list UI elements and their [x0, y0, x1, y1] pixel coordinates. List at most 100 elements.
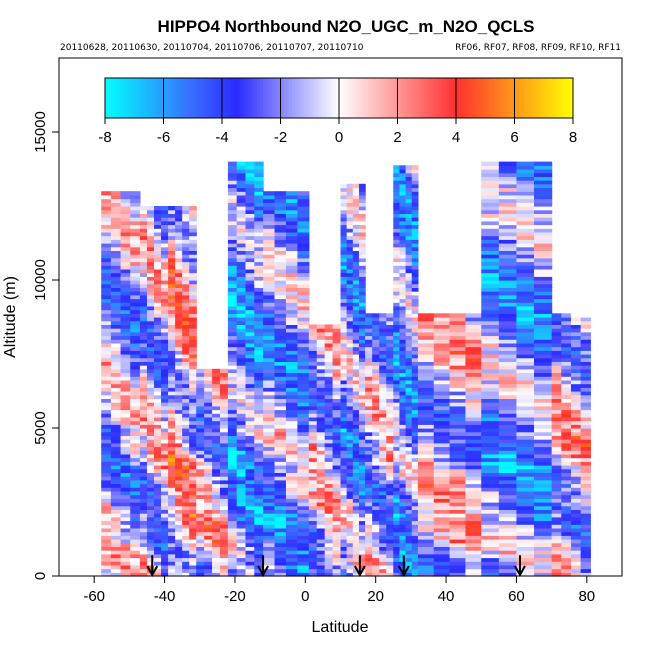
- heat-cell: [481, 487, 500, 492]
- heat-cell: [212, 446, 221, 451]
- heat-cell: [352, 405, 360, 411]
- heat-cell: [146, 391, 155, 396]
- heat-cell: [465, 476, 482, 481]
- heat-cell: [146, 542, 155, 547]
- heat-cell: [130, 461, 141, 466]
- heat-cell: [379, 465, 387, 470]
- heat-cell: [139, 209, 148, 214]
- heat-cell: [154, 539, 162, 544]
- heat-cell: [498, 276, 518, 281]
- heat-cell: [411, 335, 419, 340]
- heat-cell: [161, 435, 169, 440]
- heat-cell: [449, 502, 467, 507]
- heat-cell: [227, 435, 238, 440]
- heat-cell: [449, 527, 467, 533]
- heat-cell: [411, 331, 419, 337]
- heat-cell: [411, 165, 419, 170]
- heat-cell: [340, 402, 348, 407]
- heat-cell: [340, 494, 348, 499]
- heat-cell: [379, 524, 387, 529]
- heat-cell: [154, 468, 162, 473]
- colorbar-cell: [189, 78, 194, 118]
- heat-cell: [379, 461, 387, 466]
- colorbar-cell: [172, 78, 176, 118]
- heat-cell: [551, 572, 562, 577]
- heat-cell: [189, 239, 197, 244]
- heat-cell: [372, 339, 380, 344]
- heat-cell: [285, 317, 298, 322]
- heat-cell: [297, 564, 310, 570]
- heat-cell: [227, 194, 238, 200]
- heat-cell: [168, 527, 176, 533]
- heat-cell: [561, 402, 572, 407]
- heat-cell: [254, 420, 264, 425]
- heat-cell: [372, 468, 380, 473]
- heat-cell: [101, 409, 112, 414]
- heat-cell: [358, 479, 366, 485]
- heat-cell: [580, 557, 591, 562]
- heat-cell: [297, 505, 310, 510]
- colorbar-cell: [520, 78, 524, 118]
- heat-cell: [386, 324, 394, 329]
- heat-cell: [379, 476, 387, 481]
- heat-cell: [340, 294, 348, 300]
- heat-cell: [146, 243, 155, 248]
- heat-cell: [405, 257, 413, 263]
- heat-cell: [498, 250, 518, 255]
- heat-cell: [534, 509, 553, 514]
- heat-cell: [154, 457, 162, 462]
- heat-cell: [534, 169, 553, 174]
- heat-cell: [254, 346, 264, 351]
- heat-cell: [154, 431, 162, 436]
- heat-cell: [182, 387, 190, 392]
- heat-cell: [534, 309, 553, 314]
- heat-cell: [352, 187, 360, 192]
- heat-cell: [182, 439, 190, 444]
- heat-cell: [219, 476, 229, 481]
- heat-cell: [411, 439, 419, 444]
- heat-cell: [130, 305, 141, 311]
- heat-cell: [498, 246, 518, 251]
- heat-cell: [168, 361, 176, 366]
- heat-cell: [346, 261, 354, 266]
- heat-cell: [365, 328, 373, 333]
- heat-cell: [332, 490, 342, 496]
- heat-cell: [161, 472, 169, 477]
- heat-cell: [139, 527, 148, 533]
- heat-cell: [146, 405, 155, 411]
- heat-cell: [411, 350, 419, 355]
- heat-cell: [358, 453, 366, 459]
- heat-cell: [263, 224, 276, 229]
- heat-cell: [433, 446, 451, 451]
- heat-cell: [297, 424, 310, 429]
- heat-cell: [346, 453, 354, 459]
- heat-cell: [570, 424, 582, 429]
- heat-cell: [534, 520, 553, 525]
- heat-cell: [449, 402, 467, 407]
- heat-cell: [245, 509, 255, 514]
- heat-cell: [405, 539, 413, 544]
- heat-cell: [534, 342, 553, 348]
- heat-cell: [161, 502, 169, 507]
- heat-cell: [379, 468, 387, 473]
- heat-cell: [263, 431, 276, 436]
- heat-cell: [285, 198, 298, 203]
- heat-cell: [154, 280, 162, 285]
- heat-cell: [433, 568, 451, 573]
- colorbar-cell: [128, 78, 132, 118]
- heat-cell: [254, 509, 264, 514]
- heat-cell: [285, 231, 298, 237]
- heat-cell: [161, 235, 169, 240]
- heat-cell: [254, 213, 264, 218]
- heat-cell: [236, 476, 247, 481]
- heat-cell: [274, 572, 287, 577]
- heat-cell: [101, 305, 112, 311]
- heat-cell: [130, 468, 141, 473]
- heat-cell: [324, 339, 334, 344]
- heat-cell: [498, 531, 518, 536]
- heat-cell: [227, 235, 238, 240]
- heat-cell: [340, 357, 348, 362]
- heat-cell: [139, 339, 148, 344]
- heat-cell: [580, 457, 591, 462]
